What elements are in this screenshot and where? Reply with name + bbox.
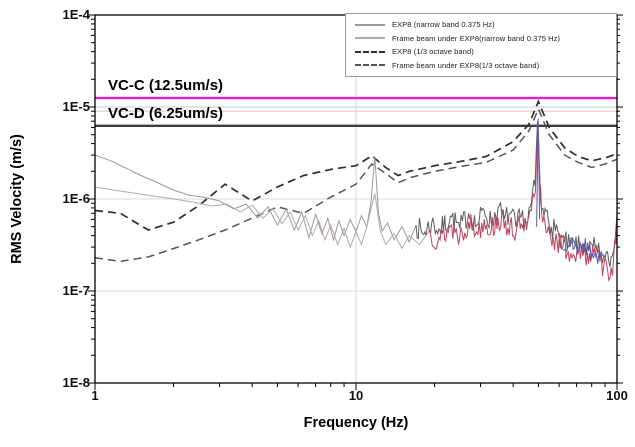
x-axis-tick-label: 1 — [91, 388, 99, 403]
dashed-line-sample-icon — [355, 64, 385, 67]
legend-label: EXP8 (1/3 octave band) — [392, 47, 474, 57]
series-frame-narrow-line — [95, 186, 430, 250]
series-frame-narrow-line — [428, 130, 617, 282]
series-exp8-narrow-line — [95, 154, 417, 244]
series-exp8-narrow-line — [415, 121, 617, 268]
legend: EXP8 (narrow band 0.375 Hz) Frame beam u… — [345, 13, 617, 77]
y-axis-title: RMS Velocity (m/s) — [9, 134, 25, 264]
x-axis-tick-label: 100 — [606, 388, 628, 403]
vc-c-label: VC-C (12.5um/s) — [108, 77, 224, 94]
y-axis-tick-label: 1E-6 — [62, 191, 90, 206]
legend-label: EXP8 (narrow band 0.375 Hz) — [392, 20, 495, 30]
y-axis-tick-label: 1E-8 — [62, 375, 90, 390]
x-axis-tick-label: 10 — [348, 388, 364, 403]
series-frame-octave-line — [95, 107, 617, 263]
y-axis-tick-label: 1E-7 — [62, 283, 90, 298]
legend-item-exp8-octave: EXP8 (1/3 octave band) — [346, 46, 616, 58]
y-axis-tick-label: 1E-4 — [62, 7, 90, 22]
line-sample-icon — [355, 23, 385, 26]
series-exp8-octave-line — [95, 99, 617, 231]
legend-item-frame-octave: Frame beam under EXP8(1/3 octave band) — [346, 59, 616, 71]
series-blue-spike-line — [536, 118, 541, 227]
dashed-line-sample-icon — [355, 50, 385, 53]
line-sample-icon — [355, 37, 385, 40]
legend-item-frame-narrow: Frame beam under EXP8(narrow band 0.375 … — [346, 32, 616, 44]
series-blue-segment-line — [562, 237, 603, 264]
legend-label: Frame beam under EXP8(1/3 octave band) — [392, 60, 540, 70]
x-axis-title: Frequency (Hz) — [303, 415, 409, 431]
vc-d-label: VC-D (6.25um/s) — [108, 105, 224, 122]
legend-label: Frame beam under EXP8(narrow band 0.375 … — [392, 33, 561, 43]
legend-item-exp8-narrow: EXP8 (narrow band 0.375 Hz) — [346, 19, 616, 31]
y-axis-tick-label: 1E-5 — [62, 99, 90, 114]
